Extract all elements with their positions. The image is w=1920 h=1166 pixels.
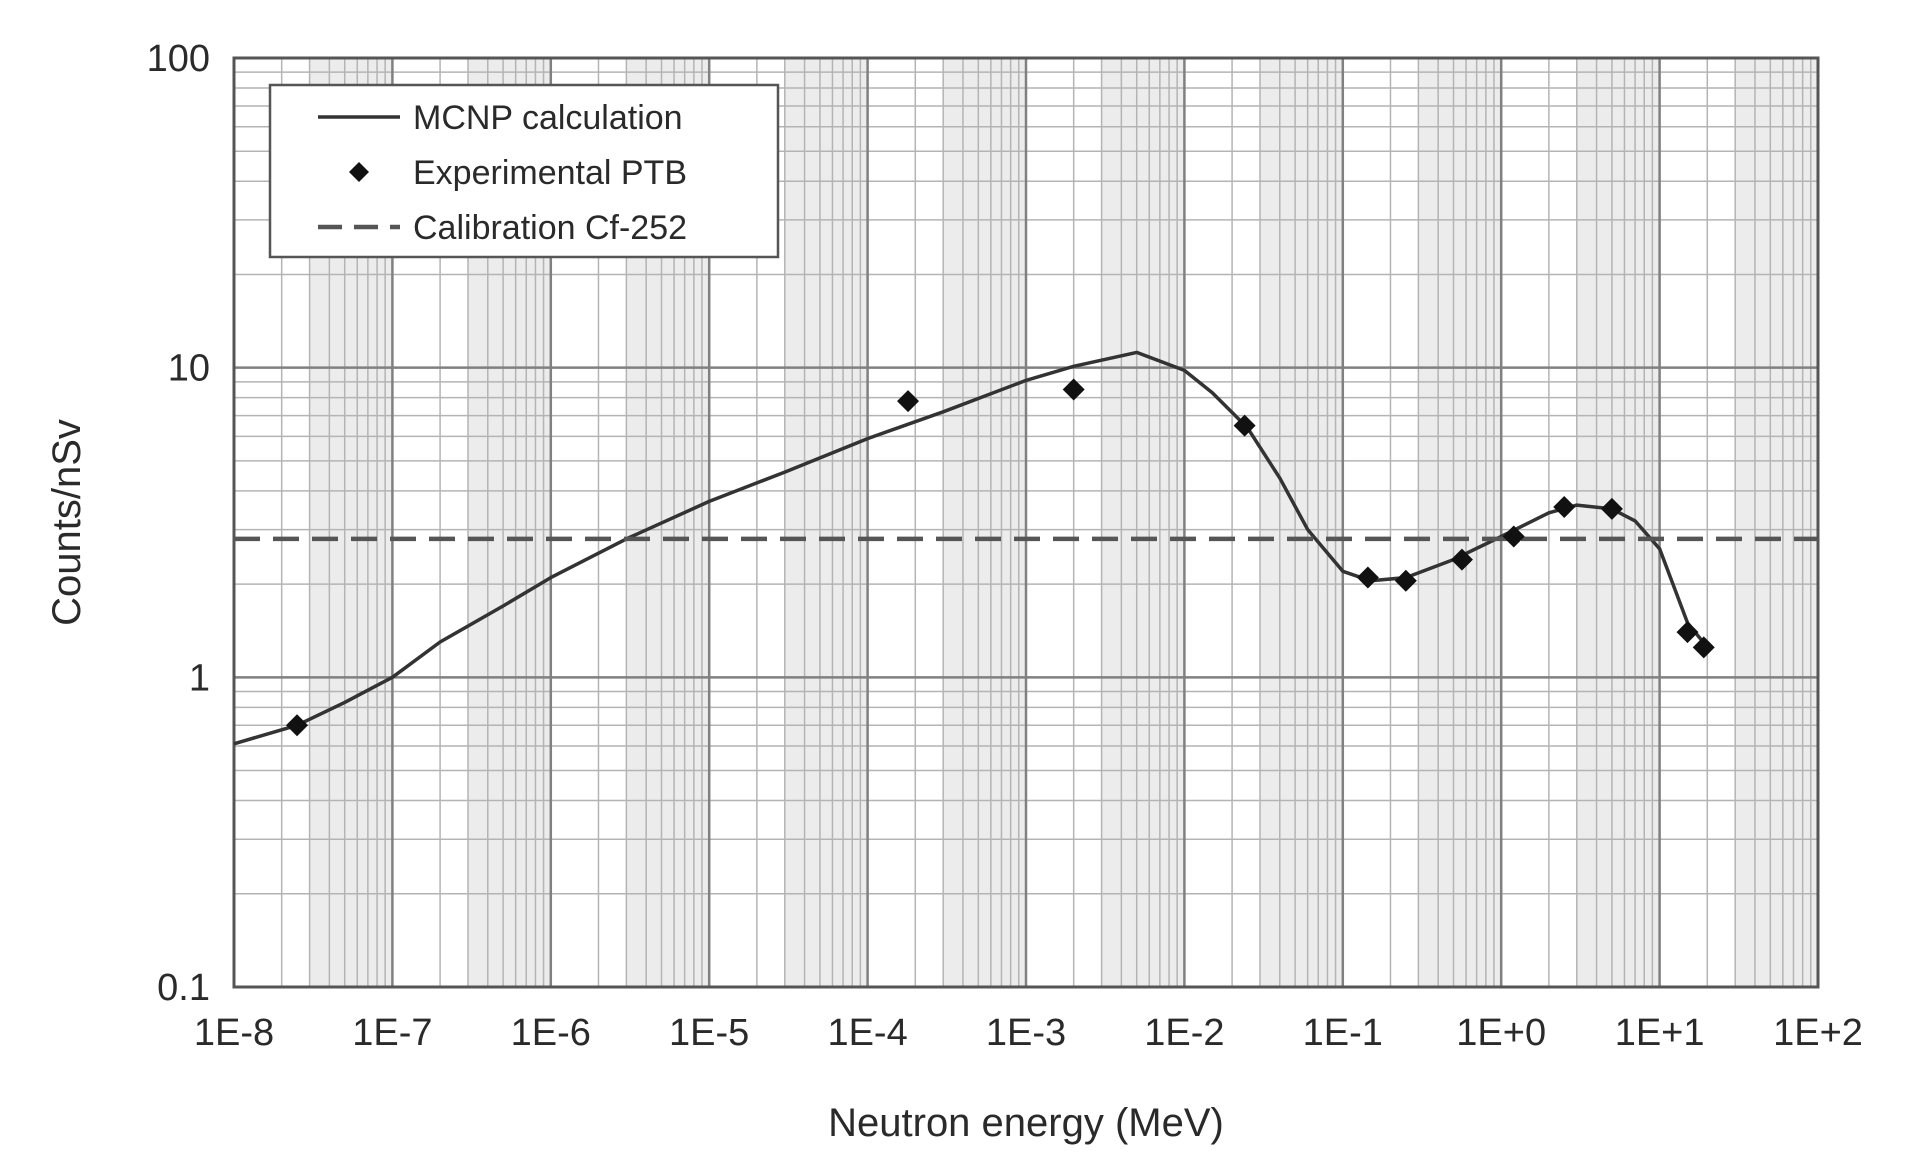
y-axis-title: Counts/nSv xyxy=(45,419,89,626)
y-axis-tick-labels: 0.1 1 10 100 xyxy=(147,38,210,1009)
data-point-diamond xyxy=(1062,378,1085,401)
x-tick-label: 1E-5 xyxy=(669,1012,749,1054)
data-point-diamond xyxy=(1600,497,1623,520)
x-tick-label: 1E+0 xyxy=(1456,1012,1546,1054)
data-point-diamond xyxy=(1553,495,1576,518)
x-tick-label: 1E-2 xyxy=(1144,1012,1224,1054)
y-tick-label: 1 xyxy=(189,657,210,699)
data-point-diamond xyxy=(1692,636,1715,659)
x-tick-label: 1E-1 xyxy=(1303,1012,1383,1054)
data-point-diamond xyxy=(1394,569,1417,592)
x-tick-label: 1E-7 xyxy=(352,1012,432,1054)
y-tick-label: 100 xyxy=(147,38,210,80)
y-tick-label: 0.1 xyxy=(157,967,210,1009)
series-layer xyxy=(233,350,1818,746)
data-point-diamond xyxy=(1356,566,1379,589)
decade-shade-band xyxy=(784,58,868,987)
data-point-diamond xyxy=(1676,621,1699,644)
x-axis-tick-labels: 1E-8 1E-7 1E-6 1E-5 1E-4 1E-3 1E-2 1E-1 1E+0 1E+1… xyxy=(194,1012,1863,1054)
data-point-diamond xyxy=(1233,414,1256,437)
x-tick-label: 1E-8 xyxy=(194,1012,274,1054)
legend-label: MCNP calculation xyxy=(413,99,683,137)
x-tick-label: 1E-4 xyxy=(827,1012,907,1054)
legend-label: Calibration Cf-252 xyxy=(413,209,687,247)
decade-shade-band xyxy=(1101,58,1185,987)
decade-shade-band xyxy=(1259,58,1343,987)
legend-label: Experimental PTB xyxy=(413,154,687,192)
plot-frame xyxy=(232,56,1820,989)
x-tick-label: 1E-6 xyxy=(511,1012,591,1054)
y-tick-label: 10 xyxy=(168,348,210,390)
x-tick-label: 1E+2 xyxy=(1773,1012,1863,1054)
data-point-diamond xyxy=(286,714,309,737)
decade-shade-band xyxy=(1576,58,1660,987)
decade-shade-band xyxy=(943,58,1026,987)
decade-shade-band xyxy=(1418,58,1502,987)
legend: MCNP calculation Experimental PTB Calibrat… xyxy=(268,83,780,259)
x-tick-label: 1E+1 xyxy=(1615,1012,1705,1054)
data-point-diamond xyxy=(349,162,369,182)
x-axis-title: Neutron energy (MeV) xyxy=(828,1101,1224,1145)
data-point-diamond xyxy=(1450,548,1473,571)
data-point-diamond xyxy=(897,390,920,413)
decade-shade-band xyxy=(1735,58,1818,987)
data-point-diamond xyxy=(1502,525,1525,548)
x-tick-label: 1E-3 xyxy=(986,1012,1066,1054)
